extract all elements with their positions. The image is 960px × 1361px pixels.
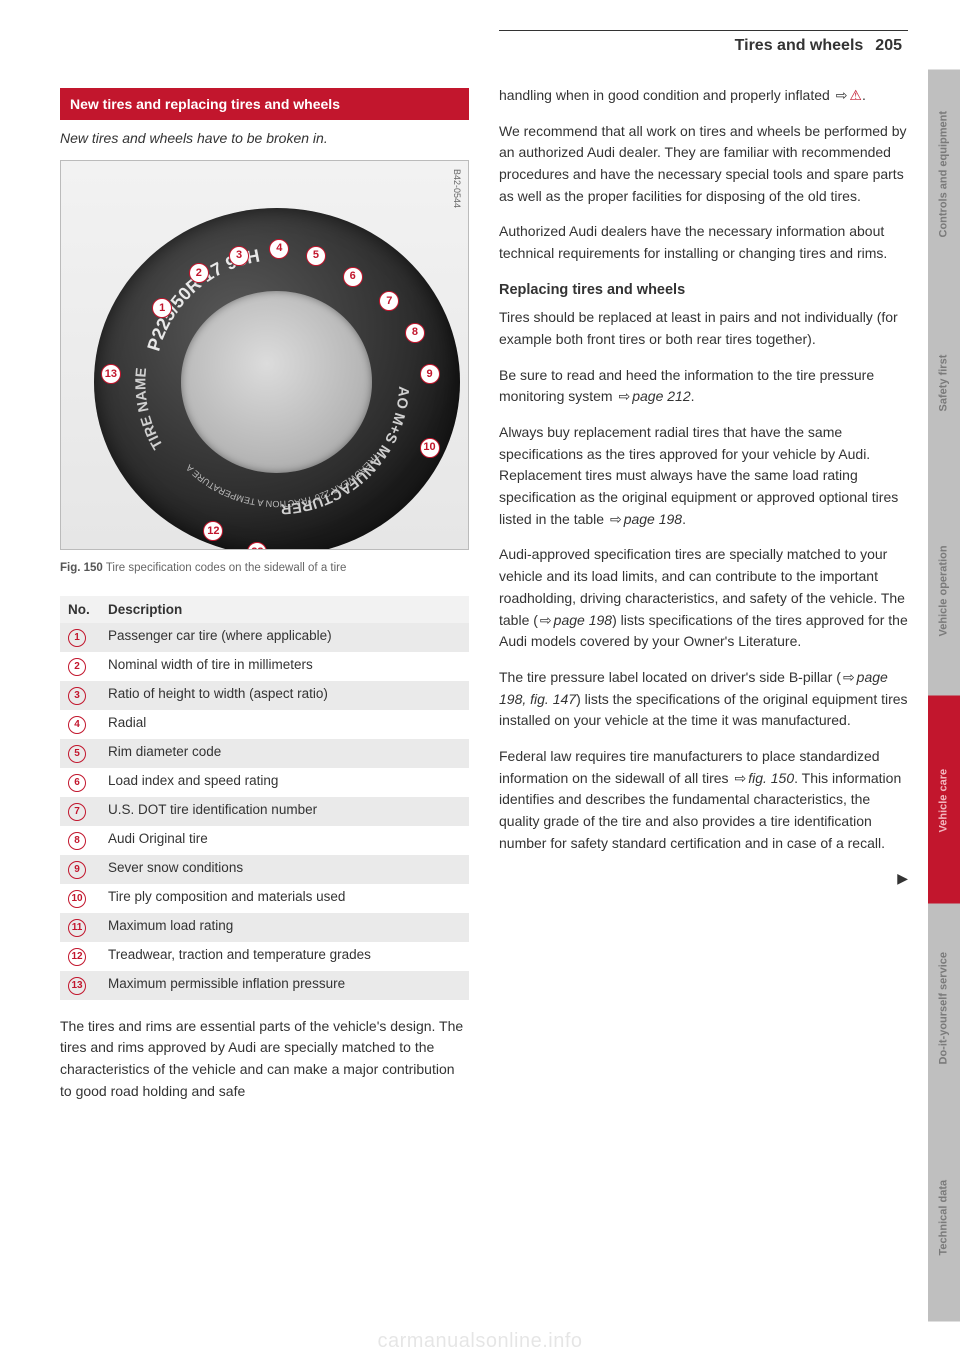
callout-badge: 13 <box>101 364 121 384</box>
side-tab[interactable]: Technical data <box>928 1113 960 1322</box>
row-description: Ratio of height to width (aspect ratio) <box>100 681 469 710</box>
figure-code: B42-0544 <box>452 169 462 208</box>
callout-badge: 6 <box>343 267 363 287</box>
subsection-heading: Replacing tires and wheels <box>499 279 908 301</box>
side-tabs: Controls and equipmentSafety firstVehicl… <box>928 0 960 1361</box>
row-number-badge: 1 <box>68 629 86 647</box>
side-tab[interactable]: Vehicle operation <box>928 487 960 696</box>
callout-badge: 10 <box>420 438 440 458</box>
side-tab[interactable]: Vehicle care <box>928 696 960 905</box>
table-row: 6 Load index and speed rating <box>60 768 469 797</box>
row-description: Passenger car tire (where applicable) <box>100 623 469 652</box>
table-row: 7 U.S. DOT tire identification number <box>60 797 469 826</box>
table-row: 5 Rim diameter code <box>60 739 469 768</box>
tire-illustration: P225/50R 17 98H AO M+S MANUFACTURER TREA… <box>94 208 460 550</box>
table-row: 3 Ratio of height to width (aspect ratio) <box>60 681 469 710</box>
row-number-badge: 7 <box>68 803 86 821</box>
row-description: Audi Original tire <box>100 826 469 855</box>
row-number-badge: 9 <box>68 861 86 879</box>
row-number-badge: 8 <box>68 832 86 850</box>
right-body-text: handling when in good condition and prop… <box>499 85 908 890</box>
row-number-badge: 4 <box>68 716 86 734</box>
callout-badge: 22 <box>247 542 267 549</box>
warning-icon: ⚠ <box>849 85 862 107</box>
row-description: Maximum load rating <box>100 913 469 942</box>
row-description: U.S. DOT tire identification number <box>100 797 469 826</box>
table-row: 4 Radial <box>60 710 469 739</box>
row-description: Nominal width of tire in millimeters <box>100 652 469 681</box>
callout-badge: 1 <box>152 298 172 318</box>
table-row: 13 Maximum permissible inflation pressure <box>60 971 469 1000</box>
side-tab[interactable]: Controls and equipment <box>928 70 960 279</box>
row-number-badge: 3 <box>68 687 86 705</box>
row-description: Tire ply composition and materials used <box>100 884 469 913</box>
left-column: New tires and replacing tires and wheels… <box>60 30 469 1331</box>
callout-badge: 7 <box>379 291 399 311</box>
callout-badge: 2 <box>189 263 209 283</box>
continue-arrow-icon: ▶ <box>499 868 908 890</box>
table-row: 1 Passenger car tire (where applicable) <box>60 623 469 652</box>
description-table: No. Description 1 Passenger car tire (whe… <box>60 596 469 1000</box>
right-column: Tires and wheels205 handling when in goo… <box>499 30 908 1331</box>
row-description: Sever snow conditions <box>100 855 469 884</box>
page-header: Tires and wheels205 <box>499 37 908 55</box>
left-body-text: The tires and rims are essential parts o… <box>60 1016 469 1117</box>
row-number-badge: 12 <box>68 948 86 966</box>
section-subtitle: New tires and wheels have to be broken i… <box>60 130 469 146</box>
row-description: Maximum permissible inflation pressure <box>100 971 469 1000</box>
table-row: 9 Sever snow conditions <box>60 855 469 884</box>
row-number-badge: 2 <box>68 658 86 676</box>
table-row: 8 Audi Original tire <box>60 826 469 855</box>
row-description: Load index and speed rating <box>100 768 469 797</box>
callout-badge: 8 <box>405 323 425 343</box>
table-head-desc: Description <box>100 596 469 623</box>
callout-badge: 4 <box>269 239 289 259</box>
table-row: 12 Treadwear, traction and temperature gr… <box>60 942 469 971</box>
table-row: 10 Tire ply composition and materials use… <box>60 884 469 913</box>
row-number-badge: 11 <box>68 919 86 937</box>
section-heading: New tires and replacing tires and wheels <box>60 88 469 120</box>
table-row: 2 Nominal width of tire in millimeters <box>60 652 469 681</box>
page: New tires and replacing tires and wheels… <box>0 0 960 1361</box>
row-number-badge: 6 <box>68 774 86 792</box>
table-head-no: No. <box>60 596 100 623</box>
callout-badge: 9 <box>420 364 440 384</box>
figure-tire: B42-0544 P225/50R 17 98H AO M+S MANUFACT… <box>60 160 469 550</box>
row-number-badge: 13 <box>68 977 86 995</box>
callout-badge: 5 <box>306 246 326 266</box>
row-number-badge: 5 <box>68 745 86 763</box>
side-tab[interactable]: Do-it-yourself service <box>928 904 960 1113</box>
row-description: Rim diameter code <box>100 739 469 768</box>
row-description: Treadwear, traction and temperature grad… <box>100 942 469 971</box>
figure-caption: Fig. 150 Tire specification codes on the… <box>60 560 469 576</box>
callout-badge: 3 <box>229 246 249 266</box>
callout-container: 12345678910122213 <box>94 208 460 550</box>
row-description: Radial <box>100 710 469 739</box>
row-number-badge: 10 <box>68 890 86 908</box>
side-tab[interactable]: Safety first <box>928 279 960 488</box>
content-area: New tires and replacing tires and wheels… <box>0 0 928 1361</box>
table-row: 11 Maximum load rating <box>60 913 469 942</box>
callout-badge: 12 <box>203 521 223 541</box>
